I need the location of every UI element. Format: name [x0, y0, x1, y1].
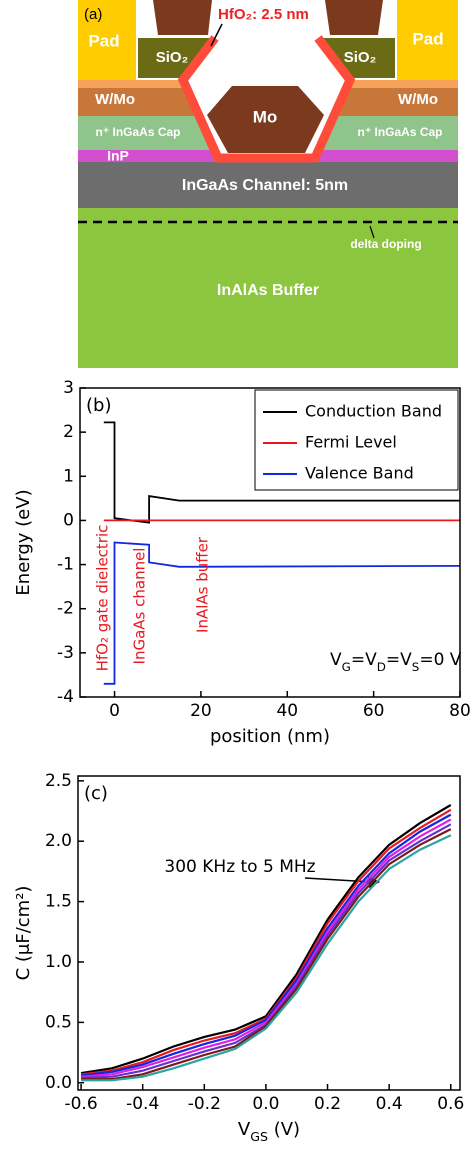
x-tick-label: -0.2 [188, 1094, 221, 1114]
x-tick-label: 0.6 [437, 1094, 464, 1114]
label: InGaAs Channel: 5nm [182, 177, 348, 194]
label: SiO₂ [156, 49, 189, 66]
text-part: GS [250, 1129, 268, 1144]
label: Pad [88, 31, 119, 50]
hfo2-liner [177, 35, 356, 163]
x-tick-label: 0 [109, 701, 120, 721]
y-tick-label: -4 [57, 687, 74, 707]
y-tick-label: 0 [63, 510, 74, 530]
text-part: D [377, 660, 386, 674]
y-tick-label: 2 [63, 422, 74, 442]
annotation: 300 KHz to 5 MHz [164, 857, 315, 877]
y-tick-label: -1 [57, 555, 74, 575]
arrow [304, 877, 373, 883]
x-tick-label: 20 [190, 701, 212, 721]
y-tick-label: 2.0 [45, 831, 72, 851]
label: HfO₂: 2.5 nm [218, 6, 309, 23]
x-tick-label: 80 [449, 701, 471, 721]
text-part: =0 V [419, 650, 461, 670]
series-line [81, 818, 452, 1078]
y-tick-label: 1.5 [45, 892, 72, 912]
label: n⁺ InGaAs Cap [95, 125, 180, 139]
pad [78, 0, 136, 80]
x-tick-label: -0.4 [126, 1094, 159, 1114]
contact [325, 0, 383, 35]
text-part: V [330, 650, 342, 670]
panel-label: (b) [86, 395, 111, 416]
pad [397, 0, 458, 80]
text-part: (V) [268, 1119, 300, 1140]
y-tick-label: -2 [57, 599, 74, 619]
text-part: =V [386, 650, 412, 670]
pointer [369, 225, 375, 239]
legend-label: Conduction Band [305, 402, 442, 421]
legend-label: Fermi Level [305, 433, 397, 452]
x-tick-label: 0.0 [252, 1094, 279, 1114]
annotation: InGaAs channel [131, 548, 149, 665]
panel-label: (c) [84, 783, 108, 804]
panel-label: (a) [84, 6, 102, 23]
plot-frame [77, 775, 461, 1091]
label: SiO₂ [344, 49, 377, 66]
x-tick-label: 40 [276, 701, 298, 721]
plot-frame [79, 387, 461, 698]
x-axis-label: position (nm) [210, 726, 330, 747]
text-part: S [412, 660, 420, 674]
x-tick-label: 60 [363, 701, 385, 721]
label: InP [107, 148, 129, 164]
x-axis-label: VGS (V) [238, 1119, 300, 1144]
label: Mo [253, 107, 278, 126]
label: InAlAs Buffer [217, 282, 319, 299]
annotation: HfO₂ gate dielectric [94, 525, 112, 672]
y-tick-label: 0.0 [45, 1073, 72, 1093]
series-line [80, 804, 452, 1075]
label: delta doping [350, 237, 421, 251]
y-axis-label: C (μF/cm²) [13, 886, 34, 981]
y-tick-label: 2.5 [45, 771, 72, 791]
y-tick-label: 1.0 [45, 952, 72, 972]
y-tick-label: 0.5 [45, 1012, 72, 1032]
pointer [210, 23, 223, 47]
series-line [81, 834, 452, 1082]
x-tick-label: 0.4 [376, 1094, 403, 1114]
annotation: VG=VD=VS=0 V [330, 650, 462, 674]
y-tick-label: 3 [63, 378, 74, 398]
legend-label: Valence Band [305, 464, 414, 483]
x-tick-label: -0.6 [64, 1094, 97, 1114]
series-line [81, 828, 452, 1081]
text-part: =V [351, 650, 377, 670]
gate [207, 86, 324, 153]
y-tick-label: 1 [63, 466, 74, 486]
label: n⁺ InGaAs Cap [357, 125, 442, 139]
contact [153, 0, 212, 35]
text-part: G [342, 660, 351, 674]
series-line [103, 541, 461, 685]
label: W/Mo [398, 91, 438, 108]
label: W/Mo [95, 91, 135, 108]
buffer-layer [78, 208, 458, 368]
label: Pad [412, 29, 443, 48]
y-tick-label: -3 [57, 643, 74, 663]
x-tick-label: 0.2 [314, 1094, 341, 1114]
y-axis-label: Energy (eV) [13, 489, 34, 595]
text-part: V [238, 1119, 251, 1140]
series-line [103, 421, 460, 524]
channel-layer [78, 162, 458, 208]
series-line [80, 813, 452, 1077]
annotation: InAlAs buffer [194, 536, 212, 633]
structure-diagram: (a) Pad Pad SiO₂ SiO₂ HfO₂: 2.5 nm W/Mo … [78, 0, 458, 368]
